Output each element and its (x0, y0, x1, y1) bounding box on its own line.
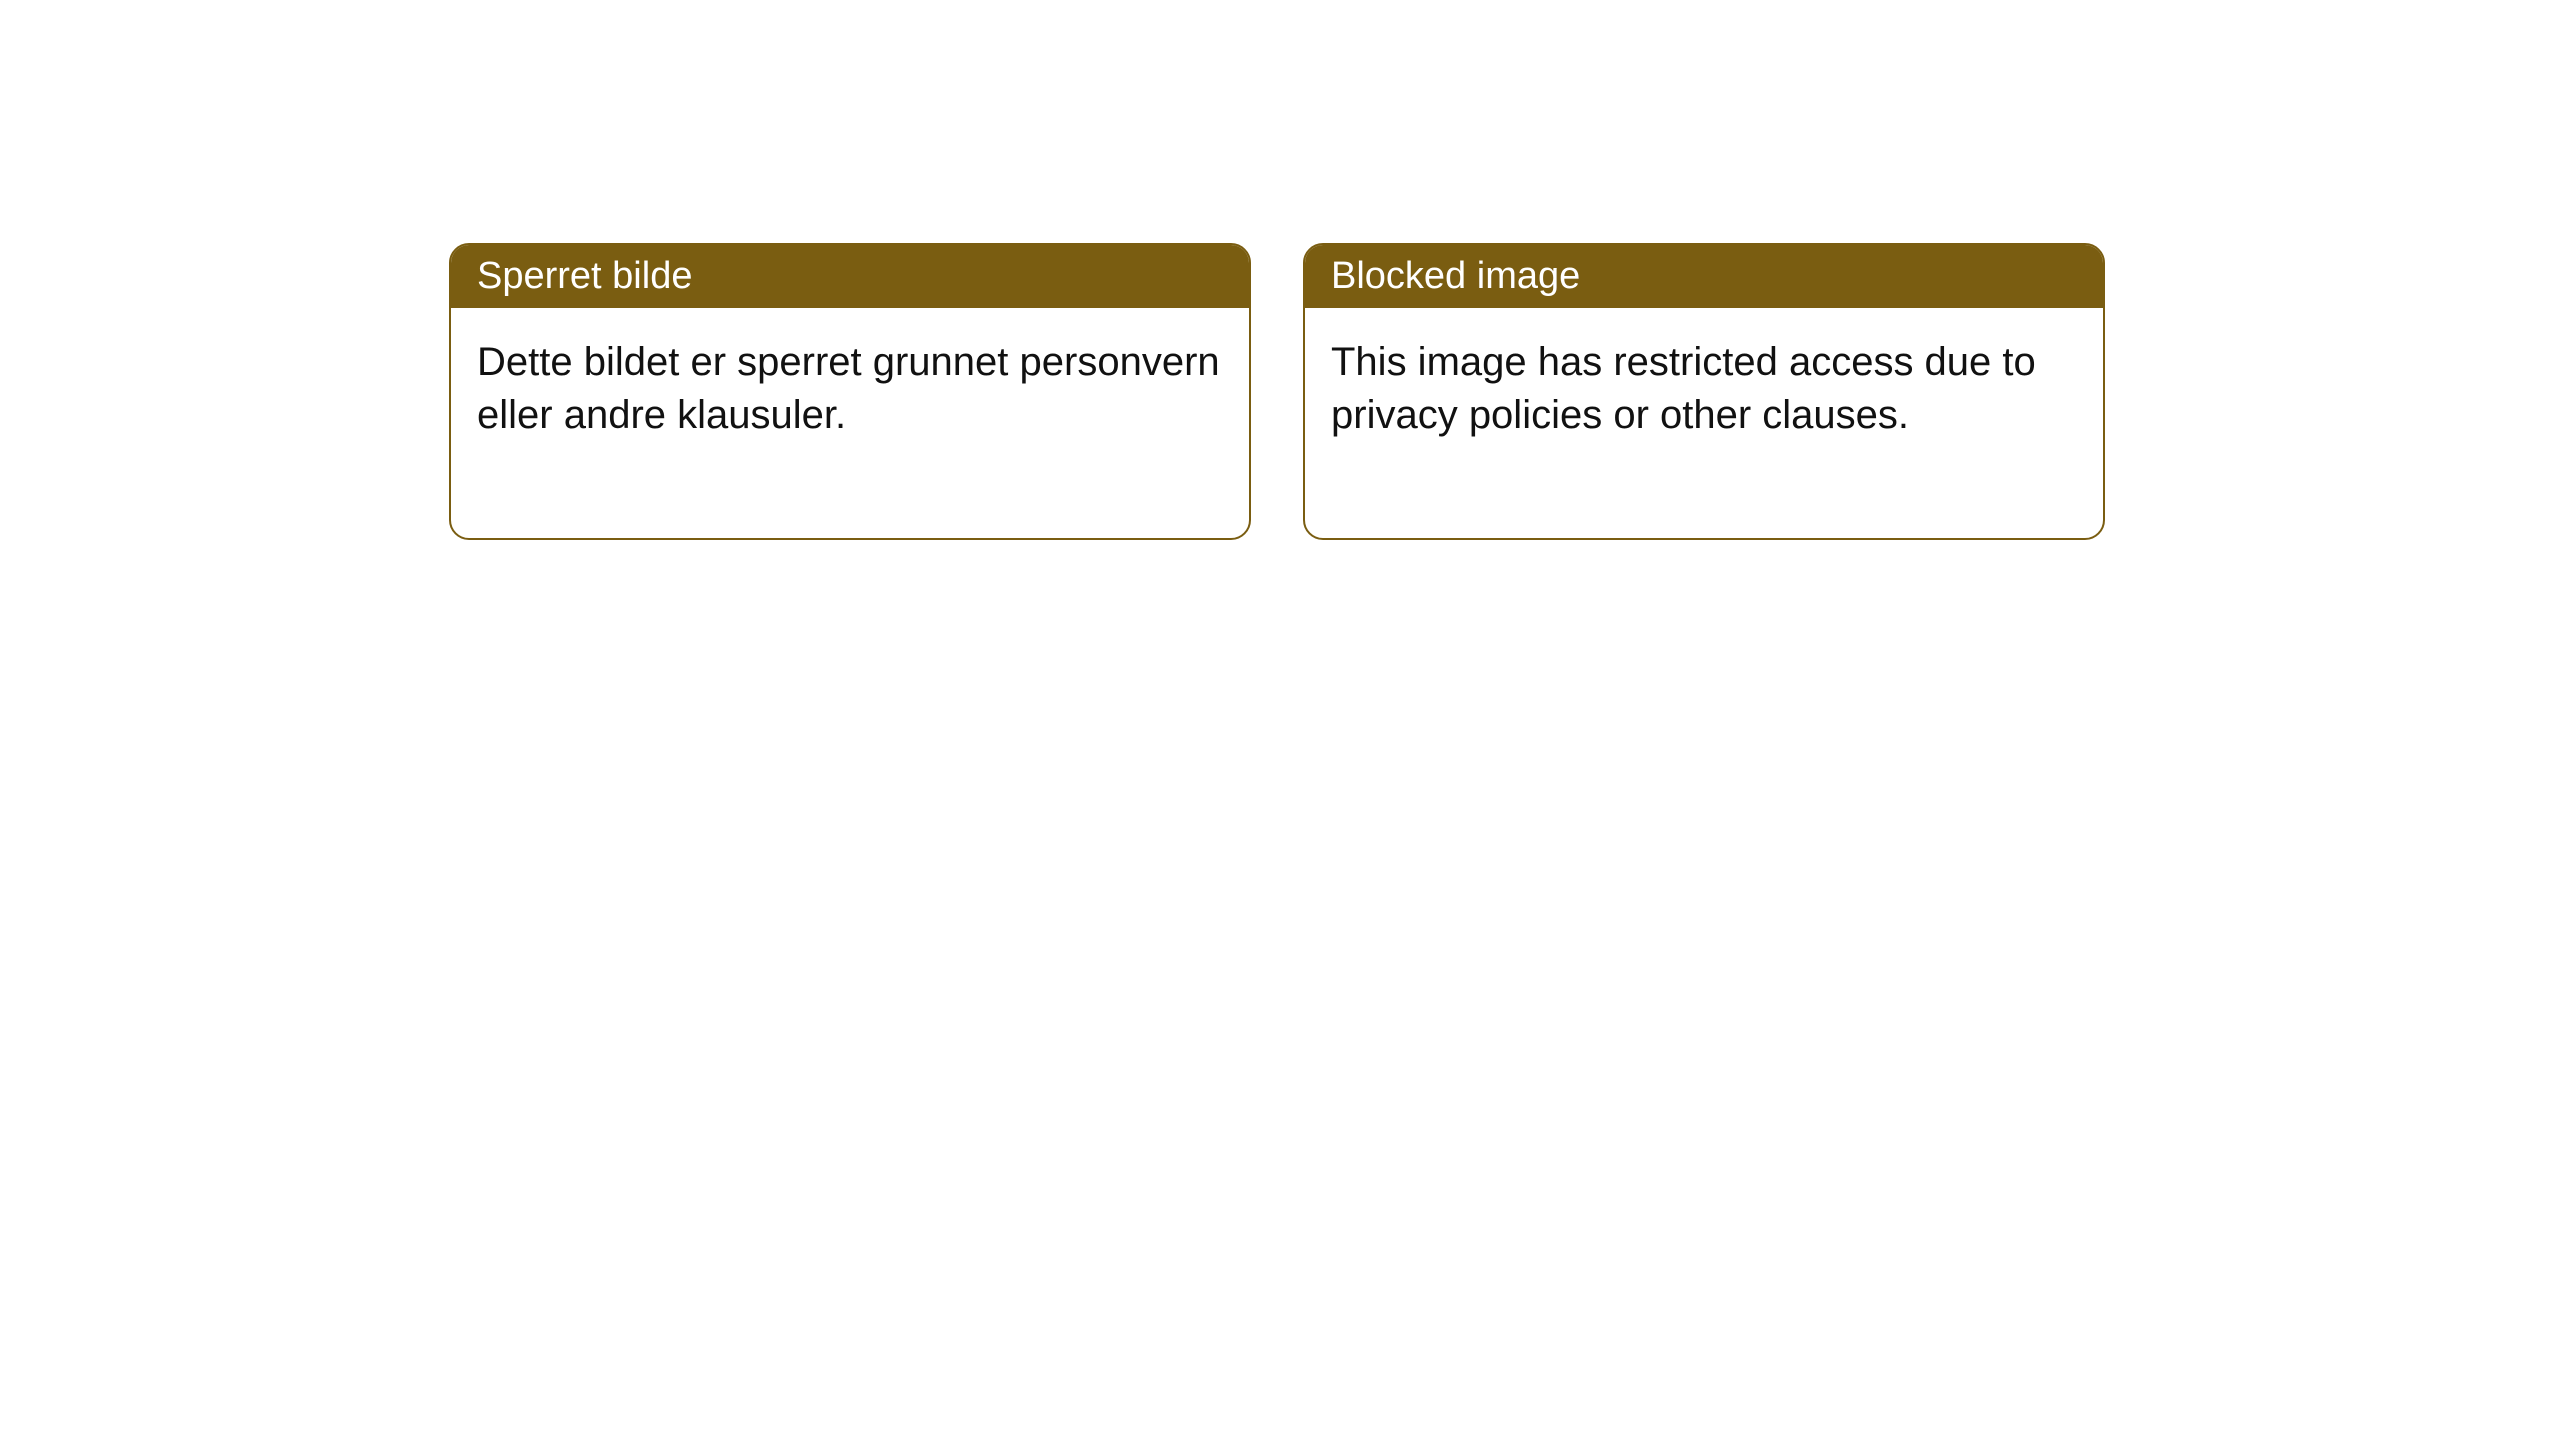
notice-cards-container: Sperret bilde Dette bildet er sperret gr… (449, 243, 2105, 540)
card-body: This image has restricted access due to … (1305, 308, 2103, 538)
card-body-text: This image has restricted access due to … (1331, 340, 2036, 437)
card-header: Blocked image (1305, 245, 2103, 308)
blocked-image-card-no: Sperret bilde Dette bildet er sperret gr… (449, 243, 1251, 540)
card-body-text: Dette bildet er sperret grunnet personve… (477, 340, 1220, 437)
blocked-image-card-en: Blocked image This image has restricted … (1303, 243, 2105, 540)
card-header: Sperret bilde (451, 245, 1249, 308)
card-title: Sperret bilde (477, 255, 692, 297)
card-body: Dette bildet er sperret grunnet personve… (451, 308, 1249, 538)
card-title: Blocked image (1331, 255, 1580, 297)
